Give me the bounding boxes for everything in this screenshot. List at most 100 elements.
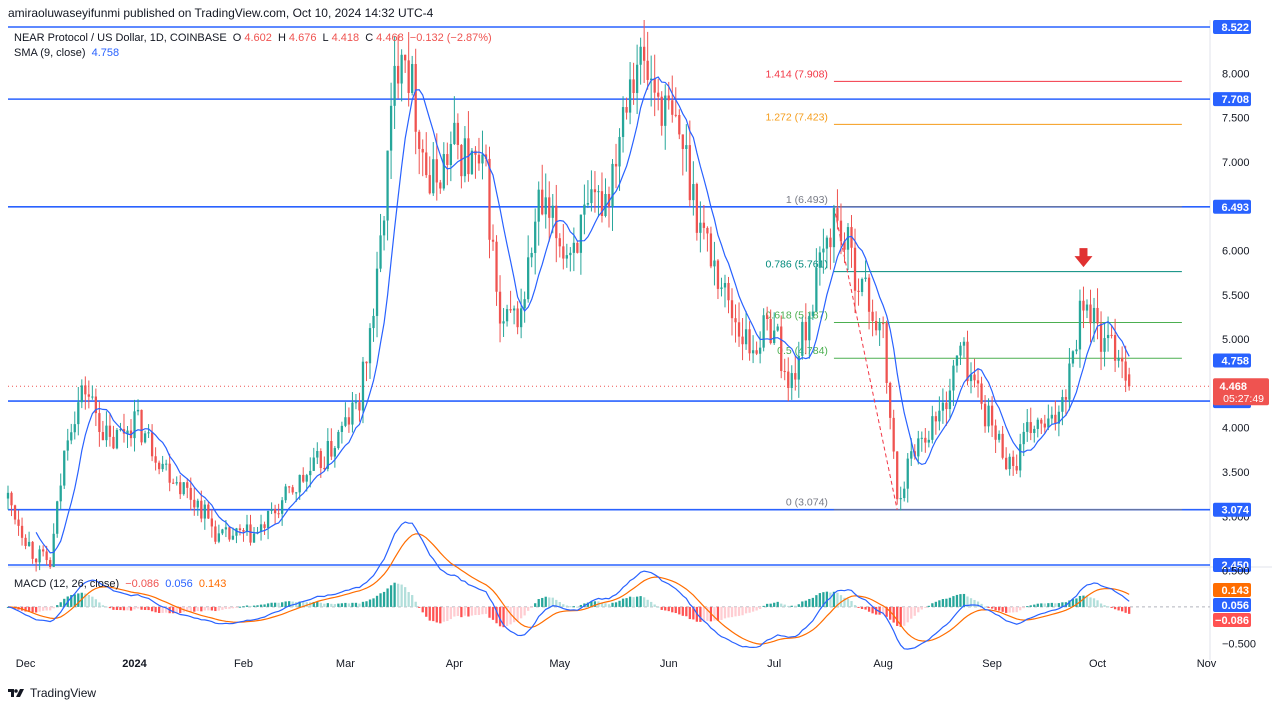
candle-body xyxy=(836,208,839,221)
macd-hist-bar xyxy=(1071,599,1075,607)
candle-body xyxy=(186,482,189,488)
macd-hist-bar xyxy=(70,595,73,607)
candle-body xyxy=(1089,304,1092,324)
candle-body xyxy=(495,241,498,292)
candle-body xyxy=(1043,423,1046,428)
candle xyxy=(643,20,646,83)
macd-hist-bar xyxy=(1124,606,1127,613)
macd-legend[interactable]: MACD (12, 26, close) −0.086 0.056 0.143 xyxy=(14,578,229,590)
candle-body xyxy=(1026,422,1029,432)
candle-body xyxy=(330,441,333,457)
tradingview-footer[interactable]: TradingView xyxy=(8,686,96,700)
macd-hist-bar xyxy=(375,595,379,607)
candle-body xyxy=(734,318,737,323)
macd-hist-bar xyxy=(723,606,727,619)
candle xyxy=(509,290,512,313)
macd-hist-bar xyxy=(140,606,143,610)
time-tick-label: Sep xyxy=(982,658,1002,670)
macd-hist-bar xyxy=(952,596,955,607)
macd-hist-bar xyxy=(839,595,843,607)
macd-hist-bar xyxy=(108,606,112,609)
candle-body xyxy=(681,134,684,149)
macd-hist-bar xyxy=(548,597,551,607)
candle-body xyxy=(713,260,716,267)
candle-body xyxy=(147,432,150,434)
candle xyxy=(625,97,628,120)
macd-hist-bar xyxy=(288,601,291,607)
sma-legend[interactable]: SMA (9, close) 4.758 xyxy=(14,47,122,59)
candle-body xyxy=(344,417,347,426)
candle xyxy=(927,430,930,448)
macd-hist-bar xyxy=(305,602,308,607)
candle xyxy=(1033,425,1036,443)
candle-body xyxy=(867,277,871,312)
candle xyxy=(91,385,94,400)
macd-hist-bar xyxy=(428,606,431,621)
price-tick-label: 6.000 xyxy=(1222,245,1250,257)
candle-body xyxy=(231,535,235,540)
macd-hist-bar xyxy=(727,606,730,618)
macd-hist-bar xyxy=(713,606,716,621)
macd-hist-bar xyxy=(685,606,688,617)
macd-value-text: −0.086 xyxy=(1215,615,1249,627)
candle-body xyxy=(597,191,600,193)
candle-body xyxy=(864,277,867,280)
candle xyxy=(906,453,909,503)
fib-level-label: 0.618 (5.187) xyxy=(765,309,827,321)
symbol-legend: NEAR Protocol / US Dollar, 1D, COINBASE … xyxy=(14,32,495,44)
candle xyxy=(6,485,10,510)
macd-hist-bar xyxy=(913,606,916,616)
low-label: L xyxy=(322,32,329,44)
macd-histogram xyxy=(6,582,1131,628)
time-tick-label: May xyxy=(549,658,570,670)
candle xyxy=(347,407,351,433)
macd-hist-bar xyxy=(112,606,115,610)
candle-body xyxy=(815,267,818,312)
candle xyxy=(1071,350,1075,368)
candle xyxy=(1008,453,1011,476)
price-label-box xyxy=(1213,558,1251,572)
candle-body xyxy=(699,222,702,233)
candle-body xyxy=(242,529,245,532)
candle xyxy=(249,514,252,546)
candle xyxy=(801,316,804,360)
macd-hist-bar xyxy=(196,606,199,612)
macd-hist-bar xyxy=(1026,606,1029,608)
candle-body xyxy=(1096,307,1099,324)
macd-hist-bar xyxy=(94,599,98,607)
candle xyxy=(1068,348,1071,411)
candle-body xyxy=(365,361,368,364)
candle xyxy=(63,450,66,489)
macd-hist-bar xyxy=(811,597,814,607)
candle xyxy=(288,485,291,494)
macd-hist-bar xyxy=(154,606,157,613)
candle xyxy=(302,467,305,483)
price-chart[interactable]: 8.0007.5007.0006.5006.0005.5005.0004.500… xyxy=(0,20,1280,682)
macd-hist-bar xyxy=(87,594,90,607)
candle-body xyxy=(790,373,793,388)
macd-hist-bar xyxy=(906,606,909,623)
candle-body xyxy=(288,486,291,488)
macd-hist-bar xyxy=(386,588,389,607)
macd-hist-bar xyxy=(758,606,762,609)
macd-hist-bar xyxy=(667,606,670,612)
candle xyxy=(365,361,368,382)
macd-hist-bar xyxy=(418,606,421,608)
candle-body xyxy=(952,365,955,391)
candle xyxy=(460,144,463,189)
candle xyxy=(899,486,902,511)
macd-hist-bar xyxy=(534,603,537,607)
macd-hist-bar xyxy=(973,599,976,607)
macd-hist-bar xyxy=(815,595,818,607)
candle xyxy=(168,453,171,492)
candle-body xyxy=(347,417,351,425)
candle xyxy=(1057,405,1061,437)
candle-body xyxy=(906,458,909,489)
macd-hist-bar xyxy=(857,606,860,608)
candle xyxy=(685,124,688,172)
candle-body xyxy=(161,463,164,470)
candle xyxy=(1022,423,1025,457)
candle-body xyxy=(235,528,238,536)
candle-body xyxy=(439,182,442,189)
time-tick-label: Feb xyxy=(234,658,253,670)
